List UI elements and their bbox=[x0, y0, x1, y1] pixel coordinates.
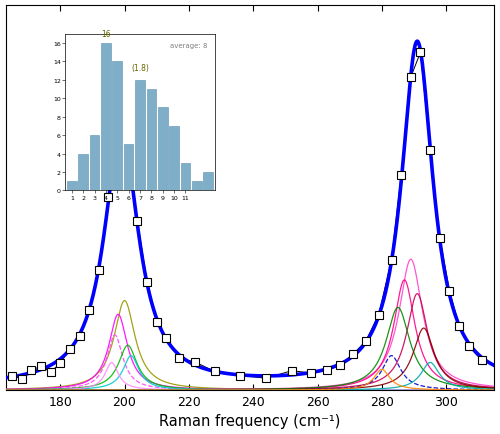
Text: (1.8): (1.8) bbox=[131, 64, 149, 73]
X-axis label: Raman frequency (cm⁻¹): Raman frequency (cm⁻¹) bbox=[160, 414, 340, 428]
Bar bbox=[170, 127, 179, 191]
Bar bbox=[158, 108, 168, 191]
Bar bbox=[67, 182, 76, 191]
Text: average: 8: average: 8 bbox=[170, 43, 207, 49]
Bar bbox=[180, 163, 190, 191]
Bar bbox=[90, 136, 100, 191]
Bar bbox=[146, 90, 156, 191]
Bar bbox=[101, 44, 110, 191]
Text: 16: 16 bbox=[101, 30, 110, 39]
Bar bbox=[192, 182, 202, 191]
Bar bbox=[124, 145, 134, 191]
Bar bbox=[204, 173, 213, 191]
Bar bbox=[78, 154, 88, 191]
Bar bbox=[112, 62, 122, 191]
Bar bbox=[135, 81, 145, 191]
